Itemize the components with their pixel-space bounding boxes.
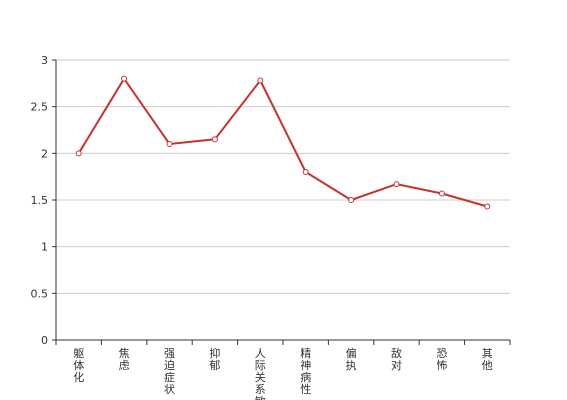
- data-point[interactable]: [121, 75, 128, 82]
- x-tick-label: 焦虑: [119, 347, 130, 372]
- data-point[interactable]: [348, 197, 355, 203]
- data-point[interactable]: [211, 136, 218, 143]
- grid-lines: [56, 59, 510, 294]
- y-tick-label: 0.5: [31, 287, 49, 300]
- x-tick-label: 人际关系敏感: [255, 347, 266, 400]
- y-tick-label: 1: [41, 241, 48, 254]
- data-point[interactable]: [166, 141, 173, 147]
- x-tick-label: 躯体化: [73, 347, 84, 384]
- series-line: [77, 77, 488, 208]
- data-point[interactable]: [393, 181, 400, 188]
- y-tick-label: 3: [41, 54, 48, 67]
- data-point[interactable]: [302, 169, 309, 175]
- x-tick-label: 恐怖: [436, 347, 447, 372]
- x-tick-label: 强迫症状: [164, 347, 175, 396]
- y-axis: 0 0.5 1 1.5 2 2.5 3: [31, 54, 57, 347]
- x-tick-label: 抑郁: [209, 346, 220, 372]
- x-tick-label: 精神病性: [300, 347, 311, 396]
- x-tick-label: 其他: [482, 347, 493, 372]
- y-tick-label: 2.5: [31, 101, 49, 114]
- y-tick-label: 1.5: [31, 194, 49, 207]
- x-axis: 躯体化 焦虑 强迫症状 抑郁 人际关系敏感 精神病性 偏执 敌对 恐怖 其他: [55, 339, 511, 400]
- x-tick-label: 偏执: [346, 346, 357, 372]
- data-point[interactable]: [257, 77, 264, 84]
- y-tick-label: 2: [41, 147, 48, 160]
- data-point[interactable]: [438, 190, 445, 197]
- data-point[interactable]: [75, 150, 82, 157]
- y-tick-label: 0: [41, 334, 48, 347]
- data-point[interactable]: [484, 203, 491, 210]
- series-group: [75, 75, 491, 210]
- x-tick-label: 敌对: [391, 346, 402, 372]
